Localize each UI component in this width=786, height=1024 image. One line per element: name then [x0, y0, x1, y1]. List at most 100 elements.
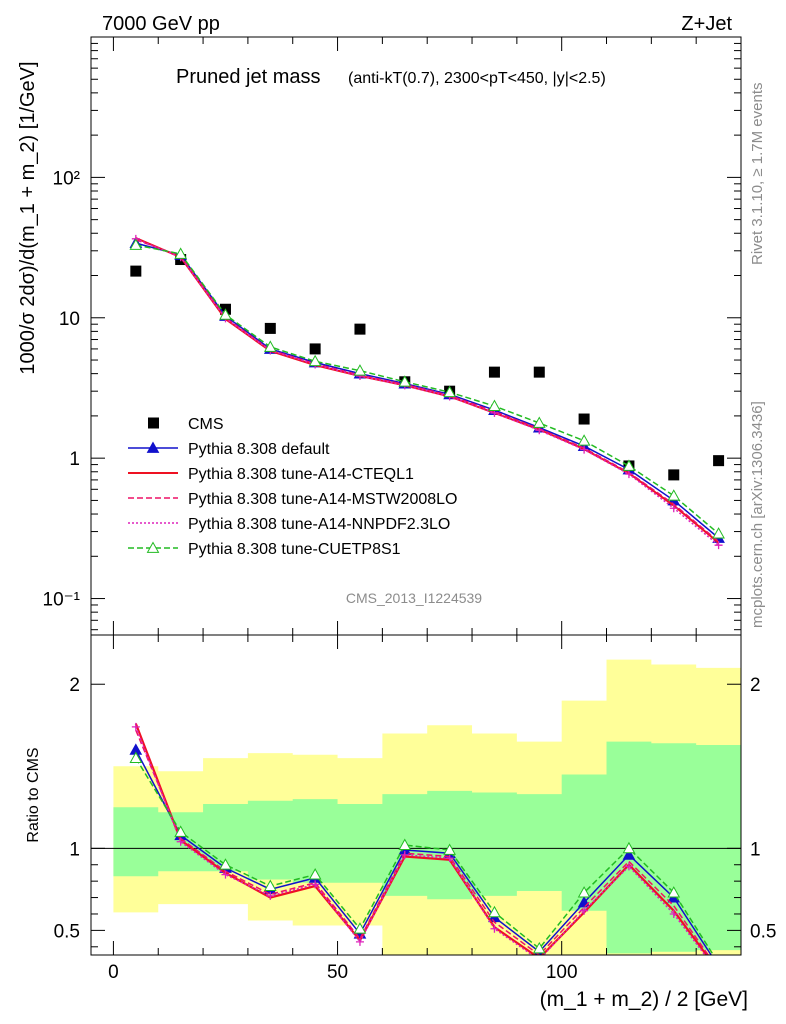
ratio-series-group — [129, 722, 715, 955]
cms-data-point — [668, 469, 680, 481]
main-series-marker-5 — [622, 459, 636, 471]
legend-swatch — [148, 417, 159, 429]
legend: CMS Pythia 8.308 default Pythia 8.308 tune… — [128, 416, 457, 558]
rivet-version-label: Rivet 3.1.10, ≥ 1.7M events — [749, 83, 766, 266]
legend-entry: Pythia 8.308 default — [128, 441, 330, 458]
main-series-marker-5 — [532, 416, 546, 428]
cms-data-point — [264, 322, 276, 334]
ratio-series-marker-4 — [577, 886, 591, 898]
main-series-marker-4 — [714, 541, 723, 550]
legend-entry: Pythia 8.308 tune-CUETP8S1 — [128, 541, 401, 558]
main-series-line-5 — [135, 244, 720, 535]
x-tick-label: 100 — [546, 962, 578, 983]
ratio-axes: 0.5 0.5 1 1 2 2 0 50 100 — [54, 635, 776, 983]
main-series-line-1 — [135, 242, 720, 539]
ratio-series-marker-3 — [400, 850, 409, 859]
main-series-line-3 — [135, 238, 720, 543]
ratio-y-tick-label: 1 — [69, 839, 80, 860]
main-series-marker-5 — [398, 375, 412, 387]
main-series-marker-5 — [712, 527, 725, 539]
ratio-series-marker-0 — [622, 848, 636, 860]
ratio-series-marker-4 — [443, 843, 456, 855]
cms-data-point — [533, 366, 545, 378]
ratio-series-line-1 — [134, 723, 708, 955]
main-y-tick-label: 10⁻¹ — [43, 590, 81, 611]
ratio-y-tick-label: 2 — [69, 675, 80, 696]
ratio-series-marker-3 — [624, 862, 633, 871]
cms-data-point — [578, 413, 590, 425]
header-process-label: Z+Jet — [681, 13, 732, 35]
main-y-tick-label: 10 — [59, 309, 80, 330]
cms-data-point — [354, 323, 366, 335]
ratio-series-marker-3 — [266, 891, 275, 900]
legend-label: Pythia 8.308 default — [188, 441, 330, 458]
ratio-series-marker-4 — [263, 879, 277, 891]
legend-label: Pythia 8.308 tune-CUETP8S1 — [188, 541, 401, 558]
main-series-marker-4 — [580, 445, 589, 454]
legend-label: Pythia 8.308 tune-A14-MSTW2008LO — [188, 491, 457, 508]
ratio-panel: 0.5 0.5 1 1 2 2 0 50 100 Ratio to CMS (m_1 + m_2… — [25, 634, 776, 1011]
ratio-series-line-0 — [135, 749, 713, 955]
ratio-series-line-4 — [135, 757, 715, 955]
legend-label: Pythia 8.308 tune-A14-CTEQL1 — [188, 466, 414, 483]
ratio-y-tick-label-right: 2 — [750, 675, 761, 696]
legend-marker — [146, 541, 160, 553]
main-series-marker-4 — [669, 504, 678, 513]
ratio-series-marker-3 — [490, 924, 499, 933]
main-series-marker-5 — [129, 238, 143, 250]
main-series-marker-5 — [174, 247, 188, 259]
analysis-watermark: CMS_2013_I1224539 — [346, 590, 482, 606]
main-series-line-4 — [135, 238, 720, 546]
main-series-marker-5 — [308, 354, 322, 367]
main-axes: 10⁻¹ 1 10 10² — [43, 37, 741, 635]
ratio-series-marker-3 — [580, 906, 589, 915]
cms-data-point — [488, 366, 500, 378]
mcplots-label: mcplots.cern.ch [arXiv:1306.3436] — [749, 401, 766, 628]
main-series-marker-5 — [353, 364, 367, 376]
main-y-tick-label: 1 — [69, 449, 80, 470]
ratio-y-axis-label: Ratio to CMS — [25, 747, 42, 842]
ratio-series-marker-3 — [176, 837, 185, 846]
main-series-marker-5 — [263, 340, 277, 352]
ratio-series-marker-4 — [488, 905, 501, 918]
ratio-series-marker-4 — [353, 922, 367, 934]
ratio-series-marker-3 — [311, 880, 320, 889]
ratio-series-marker-3 — [131, 722, 140, 731]
main-series-marker-5 — [667, 489, 681, 501]
ratio-series-marker-3 — [445, 854, 454, 863]
main-panel: 10⁻¹ 1 10 10² Pruned jet mass (anti-kT(0.7)… — [17, 36, 742, 636]
ratio-series-marker-3 — [355, 937, 364, 946]
ratio-y-tick-label-right: 1 — [750, 839, 761, 860]
ratio-series-marker-4 — [308, 868, 322, 880]
x-tick-label: 0 — [108, 962, 119, 983]
ratio-frame — [90, 634, 742, 956]
main-y-tick-label: 10² — [53, 168, 80, 189]
ratio-series-marker-4 — [129, 751, 143, 763]
legend-marker — [146, 441, 160, 453]
ratio-series-line-2 — [135, 729, 710, 955]
x-axis-label: (m_1 + m_2) / 2 [GeV] — [540, 988, 748, 1011]
main-title-suffix: (anti-kT(0.7), 2300<pT<450, |y|<2.5) — [348, 70, 606, 87]
legend-entry: Pythia 8.308 tune-A14-NNPDF2.3LO — [128, 516, 450, 533]
ratio-data-layer — [91, 659, 741, 955]
main-y-axis-label: 1000/σ 2dσ)/d(m_1 + m_2) [1/GeV] — [17, 61, 39, 374]
header-energy-label: 7000 GeV pp — [102, 13, 220, 35]
ratio-series-marker-4 — [219, 858, 232, 870]
legend-label: Pythia 8.308 tune-A14-NNPDF2.3LO — [188, 516, 450, 533]
legend-entry: Pythia 8.308 tune-A14-MSTW2008LO — [128, 491, 457, 508]
main-title: Pruned jet mass — [176, 66, 321, 88]
ratio-series-marker-4 — [398, 838, 412, 850]
main-series-marker-5 — [219, 308, 232, 320]
cms-data-point — [309, 343, 321, 355]
main-series-marker-5 — [577, 434, 591, 446]
ratio-y-tick-label-right: 0.5 — [750, 921, 776, 942]
ratio-series-marker-4 — [532, 941, 546, 954]
cms-data-point — [713, 455, 725, 467]
main-series-marker-5 — [488, 399, 501, 411]
main-series-marker-5 — [443, 385, 456, 398]
ratio-y-tick-label: 0.5 — [54, 921, 80, 942]
ratio-series-marker-3 — [669, 909, 678, 918]
ratio-series-marker-4 — [174, 825, 188, 837]
legend-label: CMS — [188, 416, 224, 433]
